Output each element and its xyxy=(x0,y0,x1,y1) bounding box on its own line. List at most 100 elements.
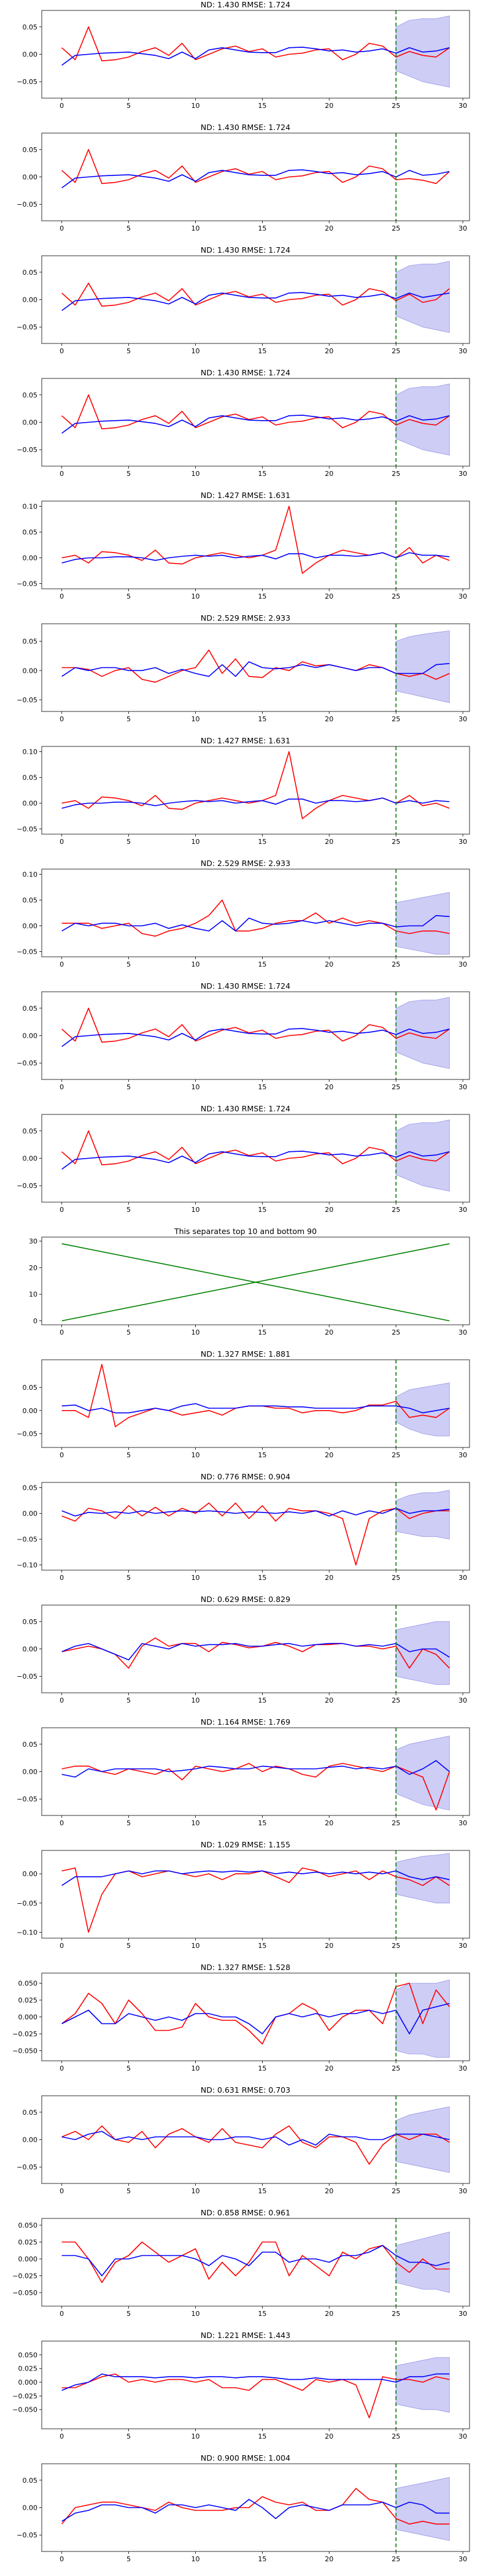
subplot-panel: ND: 1.327 RMSE: 1.881 0 5 10 15 20 25 30 −0.05 0.… xyxy=(0,1349,491,1472)
x-tick-label: 15 xyxy=(258,1942,266,1950)
x-tick-label: 0 xyxy=(60,838,64,846)
x-tick-label: 10 xyxy=(191,715,199,723)
subplot-svg: 0 5 10 15 20 25 30 −0.050 −0.025 0.000 0.025 0.050 xyxy=(12,2218,470,2318)
actual-series-line xyxy=(61,282,450,307)
x-tick-label: 10 xyxy=(191,2310,199,2318)
actual-series-line xyxy=(61,1763,450,1811)
y-tick-label: 0.00 xyxy=(23,1407,38,1415)
subplot-svg: 0 5 10 15 20 25 30 −0.05 0.00 0.05 0.10 xyxy=(17,746,470,846)
y-tick-label: 10 xyxy=(29,1290,37,1298)
x-tick-label: 30 xyxy=(458,2310,467,2318)
predicted-series-line xyxy=(61,292,450,312)
uncertainty-band xyxy=(395,1735,450,1811)
x-tick-label: 15 xyxy=(258,102,266,110)
x-tick-label: 25 xyxy=(392,470,400,478)
actual-series-line xyxy=(61,394,450,429)
uncertainty-band xyxy=(395,630,450,703)
subplot-svg: 0 5 10 15 20 25 30 −0.05 0.00 0.05 xyxy=(17,378,470,478)
y-tick-label: −0.05 xyxy=(17,826,37,834)
subplot-title: ND: 2.529 RMSE: 2.933 xyxy=(200,613,291,623)
x-tick-label: 10 xyxy=(191,1696,199,1704)
y-tick-label: 0.00 xyxy=(23,2504,38,2512)
subplot-title: ND: 1.430 RMSE: 1.724 xyxy=(200,123,291,132)
subplot-panel: ND: 1.221 RMSE: 1.443 0 5 10 15 20 25 30 −0.050 −… xyxy=(0,2331,491,2453)
x-tick-label: 5 xyxy=(126,715,131,723)
x-tick-label: 0 xyxy=(60,1819,64,1827)
y-tick-label: −0.025 xyxy=(12,2272,37,2280)
subplot-panel: ND: 2.529 RMSE: 2.933 0 5 10 15 20 25 30 −0.05 0.… xyxy=(0,613,491,736)
x-tick-label: 5 xyxy=(126,1328,131,1336)
x-tick-label: 20 xyxy=(325,1574,333,1582)
subplot-title: This separates top 10 and bottom 90 xyxy=(174,1227,317,1236)
y-tick-label: 0.05 xyxy=(23,1005,38,1013)
predicted-series-line xyxy=(61,661,450,677)
x-tick-label: 10 xyxy=(191,1942,199,1950)
y-tick-label: 20 xyxy=(29,1264,37,1272)
subplot-title: ND: 0.629 RMSE: 0.829 xyxy=(200,1595,291,1604)
subplot-svg: 0 5 10 15 20 25 30 −0.05 0.00 0.05 xyxy=(17,10,470,110)
x-tick-label: 5 xyxy=(126,224,131,232)
predicted-series-line xyxy=(61,415,450,434)
subplot-panel: ND: 0.900 RMSE: 1.004 0 5 10 15 20 25 30 −0.05 0.… xyxy=(0,2453,491,2576)
uncertainty-band xyxy=(395,383,450,456)
y-tick-label: 0.00 xyxy=(23,1646,38,1654)
y-tick-label: −0.05 xyxy=(17,1059,37,1067)
x-tick-label: 15 xyxy=(258,1696,266,1704)
x-tick-label: 30 xyxy=(458,2555,467,2563)
subplot-svg: 0 5 10 15 20 25 30 −0.05 0.00 0.05 xyxy=(17,2095,470,2195)
x-tick-label: 25 xyxy=(392,347,400,355)
subplot-svg: 0 5 10 15 20 25 30 −0.050 −0.025 0.000 0.025 0.050 xyxy=(12,1972,470,2072)
x-tick-label: 25 xyxy=(392,1574,400,1582)
subplot-svg: 0 5 10 15 20 25 30 −0.05 0.00 0.05 xyxy=(17,1114,470,1214)
subplot-panel: ND: 1.430 RMSE: 1.724 0 5 10 15 20 25 30 −0.05 0.… xyxy=(0,1104,491,1227)
x-tick-label: 25 xyxy=(392,1451,400,1459)
y-tick-label: 0.10 xyxy=(23,870,38,878)
y-tick-label: 0.00 xyxy=(23,1509,38,1517)
y-tick-label: 0.05 xyxy=(23,528,38,536)
subplot-title: ND: 1.029 RMSE: 1.155 xyxy=(200,1840,291,1849)
actual-series-line xyxy=(61,1363,450,1427)
subplot-title: ND: 1.427 RMSE: 1.631 xyxy=(200,491,291,500)
x-tick-label: 5 xyxy=(126,1206,131,1214)
y-tick-label: −0.05 xyxy=(17,1536,37,1544)
x-tick-label: 20 xyxy=(325,347,333,355)
x-tick-label: 5 xyxy=(126,102,131,110)
y-tick-label: 0.000 xyxy=(18,2379,38,2386)
y-tick-label: −0.05 xyxy=(17,1795,37,1803)
x-tick-label: 20 xyxy=(325,470,333,478)
subplot-title: ND: 1.430 RMSE: 1.724 xyxy=(200,368,291,377)
x-tick-label: 15 xyxy=(258,470,266,478)
actual-series-line xyxy=(61,1007,450,1043)
x-tick-label: 30 xyxy=(458,1574,467,1582)
y-tick-label: 0.00 xyxy=(23,419,38,427)
x-tick-label: 20 xyxy=(325,960,333,968)
y-tick-label: 0.05 xyxy=(23,1384,38,1392)
predicted-series-line xyxy=(61,2131,450,2146)
y-tick-label: 0 xyxy=(33,1317,37,1325)
x-tick-label: 20 xyxy=(325,592,333,600)
x-tick-label: 20 xyxy=(325,1696,333,1704)
uncertainty-band xyxy=(395,997,450,1069)
subplot-panel: ND: 0.629 RMSE: 0.829 0 5 10 15 20 25 30 −0.05 0.… xyxy=(0,1595,491,1717)
subplot-panel: ND: 1.430 RMSE: 1.724 0 5 10 15 20 25 30 −0.05 0.… xyxy=(0,368,491,491)
x-tick-label: 25 xyxy=(392,224,400,232)
x-tick-label: 10 xyxy=(191,1574,199,1582)
predicted-series-line xyxy=(61,1760,450,1778)
y-tick-label: −0.05 xyxy=(17,580,37,588)
y-tick-label: −0.050 xyxy=(12,2289,37,2297)
x-tick-label: 0 xyxy=(60,1083,64,1091)
x-tick-label: 5 xyxy=(126,592,131,600)
predicted-series-line xyxy=(61,2245,450,2277)
subplot-svg: 0 5 10 15 20 25 30 −0.050 −0.025 0.000 0.025 0.050 xyxy=(12,2340,470,2440)
x-tick-label: 20 xyxy=(325,1206,333,1214)
x-tick-label: 25 xyxy=(392,1328,400,1336)
predicted-series-line xyxy=(61,552,450,564)
subplot-panel: ND: 0.858 RMSE: 0.961 0 5 10 15 20 25 30 −0.050 −… xyxy=(0,2208,491,2331)
subplot-svg: 0 5 10 15 20 25 30 −0.05 0.00 0.05 xyxy=(17,1359,470,1459)
x-tick-label: 0 xyxy=(60,1451,64,1459)
x-tick-label: 25 xyxy=(392,2310,400,2318)
y-tick-label: −0.05 xyxy=(17,2531,37,2539)
x-tick-label: 20 xyxy=(325,1942,333,1950)
x-tick-label: 20 xyxy=(325,1819,333,1827)
x-tick-label: 25 xyxy=(392,592,400,600)
